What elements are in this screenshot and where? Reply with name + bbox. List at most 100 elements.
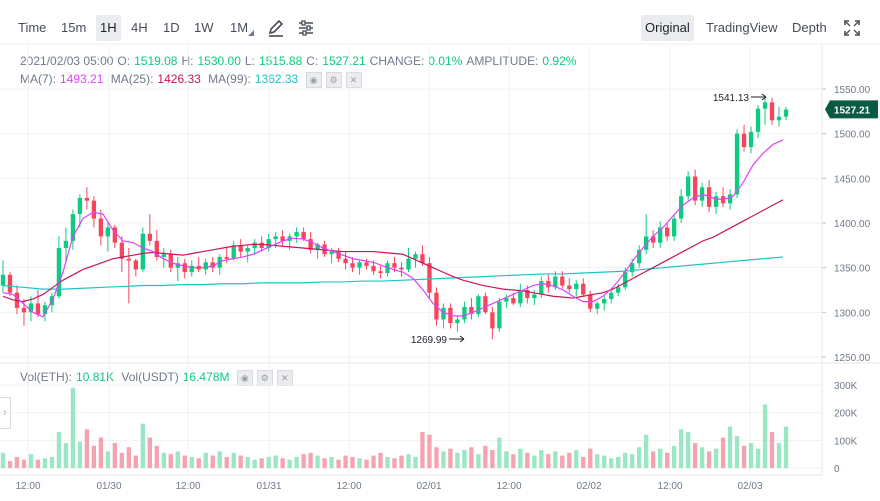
candle-body xyxy=(637,249,642,264)
candle-body xyxy=(287,236,292,241)
volume-bar xyxy=(664,452,670,468)
interval-1d[interactable]: 1D xyxy=(163,20,180,35)
volume-bar xyxy=(126,447,132,468)
draw-pencil-icon[interactable] xyxy=(266,18,286,38)
candle-body xyxy=(748,131,754,148)
candle-body xyxy=(266,239,271,249)
candle-body xyxy=(77,197,83,215)
candle-body xyxy=(315,244,320,250)
candle-body xyxy=(678,196,684,219)
volume-bar xyxy=(203,452,208,468)
volume-bar xyxy=(266,456,271,468)
volume-bar xyxy=(748,443,754,468)
candle-body xyxy=(0,274,6,286)
dropdown-corner-icon[interactable] xyxy=(248,30,254,36)
volume-bar xyxy=(525,452,530,468)
side-panel-toggle[interactable]: › xyxy=(0,397,11,429)
low-marker-arrowhead xyxy=(459,335,465,343)
interval-time[interactable]: Time xyxy=(18,20,47,35)
candle-body xyxy=(539,281,544,295)
volume-bar xyxy=(630,454,635,468)
volume-bar xyxy=(623,452,628,468)
candle-body xyxy=(273,236,278,240)
view-depth[interactable]: Depth xyxy=(792,20,827,35)
volume-bar xyxy=(357,458,362,468)
volume-bar xyxy=(644,434,649,468)
candle-body xyxy=(448,307,453,324)
candle-body xyxy=(378,271,383,274)
ma25-value: 1426.33 xyxy=(157,72,201,87)
candle-body xyxy=(769,102,775,121)
volume-bar xyxy=(105,451,111,468)
candle-body xyxy=(133,260,138,270)
settings-icon[interactable]: ⚙ xyxy=(325,72,342,88)
interval-15m[interactable]: 15m xyxy=(61,20,87,35)
interval-1w[interactable]: 1W xyxy=(194,20,214,35)
candle-body xyxy=(399,267,404,270)
candle-body xyxy=(511,298,516,304)
amplitude-value: 0.92% xyxy=(542,54,577,68)
volume-bar xyxy=(35,459,41,468)
candle-body xyxy=(7,274,13,293)
price-tick-label: 1400.00 xyxy=(834,219,871,230)
interval-4h[interactable]: 4H xyxy=(131,20,148,35)
vol-eth-value: 10.81K xyxy=(76,370,115,385)
volume-bar xyxy=(776,443,782,468)
high-marker-label: 1541.13 xyxy=(713,93,750,104)
candle-body xyxy=(224,256,229,259)
volume-bar xyxy=(182,455,187,468)
candle-body xyxy=(56,248,62,297)
volume-bar xyxy=(315,455,320,468)
ma7-value: 1493.21 xyxy=(60,72,104,87)
volume-bar xyxy=(539,450,544,468)
volume-bar xyxy=(343,455,348,468)
eye-icon[interactable]: ◉ xyxy=(305,72,322,88)
vol-eye-icon[interactable]: ◉ xyxy=(236,370,253,386)
close-icon[interactable]: ✕ xyxy=(345,72,362,88)
time-tick-label: 02/02 xyxy=(576,481,601,492)
volume-bar xyxy=(609,458,614,468)
volume-bar xyxy=(560,455,565,468)
candle-body xyxy=(35,303,41,315)
ohlc-legend: 2021/02/03 05:00 O: 1519.08 H: 1530.00 L: 1515… xyxy=(20,54,580,68)
high-value: 1530.00 xyxy=(197,54,241,68)
candle-body xyxy=(231,245,236,259)
interval-1h[interactable]: 1H xyxy=(96,15,121,41)
candle-body xyxy=(588,294,593,309)
change-label: CHANGE: xyxy=(369,54,425,68)
volume-bar xyxy=(427,434,432,468)
time-tick-label: 12:00 xyxy=(175,481,200,492)
candle-body xyxy=(371,265,376,272)
candle-body xyxy=(490,312,495,329)
candle-body xyxy=(420,254,425,264)
candle-body xyxy=(699,187,705,201)
low-value: 1515.88 xyxy=(258,54,303,68)
candle-body xyxy=(196,265,201,270)
volume-bar xyxy=(175,451,180,468)
volume-bar xyxy=(196,458,201,468)
view-original[interactable]: Original xyxy=(641,15,694,41)
candle-body xyxy=(14,292,20,308)
indicator-settings-icon[interactable] xyxy=(296,18,316,38)
candle-body xyxy=(252,242,257,249)
candle-body xyxy=(434,292,439,320)
candle-body xyxy=(259,242,264,249)
volume-bar xyxy=(245,456,250,468)
vol-settings-icon[interactable]: ⚙ xyxy=(256,370,273,386)
candle-body xyxy=(364,262,369,266)
view-tradingview[interactable]: TradingView xyxy=(706,20,778,35)
fullscreen-icon[interactable] xyxy=(842,18,862,38)
interval-1m[interactable]: 1M xyxy=(230,20,249,35)
candle-body xyxy=(238,245,243,252)
vol-usdt-value: 16.478M xyxy=(182,370,230,385)
vol-close-icon[interactable]: ✕ xyxy=(276,370,293,386)
volume-bar xyxy=(413,456,418,468)
volume-bar xyxy=(595,454,600,468)
candle-body xyxy=(713,196,719,207)
open-value: 1519.08 xyxy=(134,54,178,68)
candle-body xyxy=(553,276,558,288)
candle-body xyxy=(574,283,579,290)
volume-bar xyxy=(371,455,376,468)
volume-bar xyxy=(91,445,97,468)
candle-body xyxy=(483,296,488,313)
